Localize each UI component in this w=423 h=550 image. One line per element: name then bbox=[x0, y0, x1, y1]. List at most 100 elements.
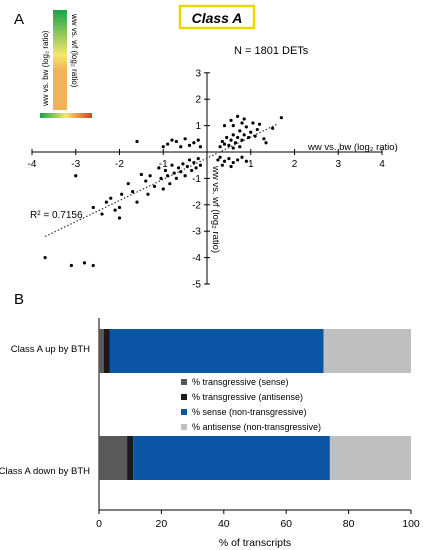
scatter-point bbox=[104, 200, 108, 204]
bar-segment-transgressive-sense bbox=[99, 436, 128, 480]
y-tick-label: -3 bbox=[192, 227, 201, 238]
scatter-point bbox=[166, 174, 170, 178]
scatter-point bbox=[220, 139, 224, 144]
bar-x-tick-label: 40 bbox=[218, 518, 230, 530]
scatter-point bbox=[198, 163, 203, 167]
scatter-point bbox=[91, 263, 95, 268]
bar-x-tick-label: 60 bbox=[280, 518, 292, 530]
scatter-point bbox=[194, 166, 198, 170]
scatter-point bbox=[187, 143, 192, 147]
category-label-down: Class A down by BTH bbox=[0, 466, 90, 477]
heat-scale-ylabel: ww vs. wf (log₂ ratio) bbox=[70, 13, 79, 88]
scatter-point bbox=[222, 124, 227, 128]
y-tick-label: 2 bbox=[195, 95, 201, 106]
x-tick-label: 4 bbox=[379, 159, 385, 170]
scatter-point bbox=[229, 118, 233, 122]
scatter-point bbox=[251, 121, 255, 125]
scatter-point bbox=[113, 208, 117, 212]
scatter-point bbox=[161, 187, 165, 191]
x-axis-label: ww vs. bw (log₂ ratio) bbox=[307, 142, 398, 153]
bar-segment-sense-non-transgressive bbox=[133, 436, 330, 480]
legend-swatch-sense-non-transgressive bbox=[181, 409, 187, 415]
scatter-point bbox=[249, 130, 253, 134]
scatter-point bbox=[231, 160, 235, 165]
category-label-up: Class A up by BTH bbox=[11, 344, 90, 355]
y-tick-label: -5 bbox=[192, 280, 201, 291]
scatter-point bbox=[240, 155, 244, 159]
bar-segment-transgressive-sense bbox=[99, 329, 104, 373]
y-axis-label: ww vs. wf (log₂ ratio) bbox=[210, 165, 221, 253]
bar-x-ticks: 0 20 40 60 80 100 bbox=[96, 510, 420, 530]
bar-x-axis-label: % of transcripts bbox=[219, 537, 291, 549]
scatter-point bbox=[100, 212, 104, 216]
scatter-point bbox=[196, 138, 200, 142]
scatter-point bbox=[218, 145, 222, 149]
scatter-point bbox=[168, 182, 172, 186]
scatter-point bbox=[183, 137, 187, 141]
scatter-point bbox=[157, 166, 161, 170]
heat-scale-column bbox=[53, 10, 67, 110]
bar-x-tick-label: 100 bbox=[402, 518, 420, 530]
scatter-point bbox=[218, 155, 222, 159]
scatter-point bbox=[152, 184, 157, 188]
scatter-point bbox=[257, 122, 262, 126]
panel-b-label: B bbox=[14, 291, 24, 308]
scatter-point bbox=[227, 157, 231, 161]
y-tick-label: -4 bbox=[192, 253, 201, 264]
bar-segment-transgressive-antisense bbox=[127, 436, 134, 480]
scatter-point bbox=[240, 138, 244, 142]
scatter-point bbox=[229, 164, 233, 169]
scatter-point bbox=[176, 166, 181, 170]
legend-label-transgressive-sense: % transgressive (sense) bbox=[192, 377, 289, 387]
r2-annotation: R² = 0.7156 bbox=[30, 210, 83, 221]
scatter-point bbox=[135, 200, 139, 204]
scatter-point bbox=[222, 142, 227, 146]
scatter-point bbox=[231, 124, 235, 128]
scatter-point bbox=[279, 116, 283, 120]
scatter-point bbox=[82, 261, 87, 265]
x-tick-label: 2 bbox=[292, 159, 298, 170]
scatter-point bbox=[196, 157, 200, 161]
scatter-point bbox=[174, 139, 178, 144]
bar-segment-antisense-non-transgressive bbox=[329, 436, 411, 480]
bar-x-tick-label: 20 bbox=[156, 518, 168, 530]
x-tick-label: -3 bbox=[71, 159, 80, 170]
scatter-point bbox=[43, 256, 47, 260]
scatter-point bbox=[236, 158, 240, 162]
heat-scale-bar bbox=[40, 113, 92, 118]
scatter-point bbox=[183, 174, 187, 178]
legend-label-transgressive-antisense: % transgressive (antisense) bbox=[192, 392, 303, 402]
heat-scale-xlabel: ww vs. bw (log₂ ratio) bbox=[41, 30, 50, 107]
n-annotation: N = 1801 DETs bbox=[234, 45, 309, 57]
scatter-point bbox=[222, 159, 227, 163]
scatter-point bbox=[192, 160, 196, 165]
y-tick-label: 1 bbox=[195, 121, 201, 132]
scatter-point bbox=[238, 145, 242, 149]
title-box bbox=[178, 4, 256, 30]
bar-segment-antisense-non-transgressive bbox=[323, 329, 411, 373]
scatter-point bbox=[198, 145, 203, 149]
scatter-points bbox=[43, 114, 283, 268]
heat-scale-legend: ww vs. bw (log₂ ratio) ww vs. wf (log₂ r… bbox=[40, 10, 92, 118]
legend-label-antisense-non-transgressive: % antisense (non-transgressive) bbox=[192, 422, 321, 432]
x-tick-label: -4 bbox=[28, 159, 37, 170]
panel-a-label: A bbox=[14, 11, 24, 28]
scatter-point bbox=[190, 168, 194, 173]
scatter-point bbox=[181, 162, 185, 166]
scatter-point bbox=[170, 163, 174, 167]
scatter-point bbox=[179, 145, 183, 149]
scatter-point bbox=[229, 138, 233, 142]
trend-line-path bbox=[44, 123, 278, 238]
scatter-point bbox=[253, 134, 257, 138]
scatter-point bbox=[231, 146, 235, 150]
scatter-point bbox=[139, 172, 143, 177]
scatter-point bbox=[216, 158, 220, 162]
scatter-point bbox=[236, 135, 240, 140]
scatter-point bbox=[220, 163, 224, 167]
scatter-point bbox=[166, 142, 170, 146]
scatter-point bbox=[192, 141, 196, 145]
scatter-point bbox=[225, 135, 229, 140]
x-tick-label: -2 bbox=[115, 159, 124, 170]
x-tick-label: -1 bbox=[159, 159, 168, 170]
